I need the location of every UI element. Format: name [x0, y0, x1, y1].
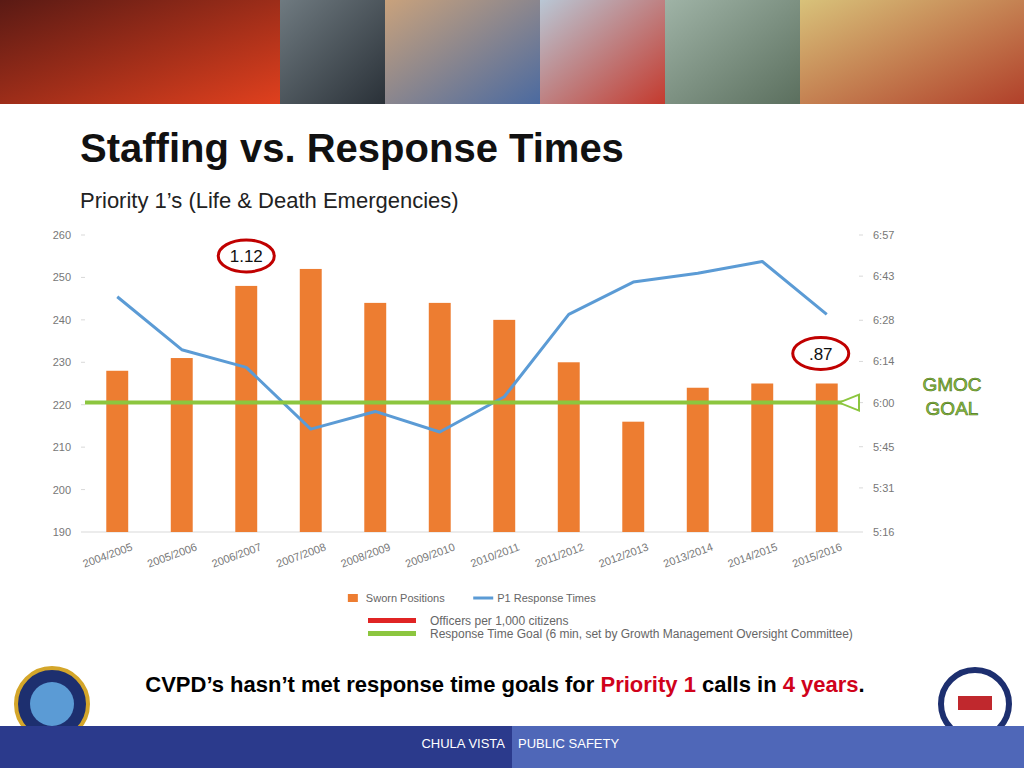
x-tick-label: 2007/2008: [274, 541, 327, 570]
subtitle: Priority 1’s (Life & Death Emergencies): [80, 188, 459, 213]
legend-swatch: [473, 597, 493, 600]
bar: [622, 422, 644, 532]
note-text: Officers per 1,000 citizens: [430, 614, 860, 628]
canvas: Staffing vs. Response Times Priority 1’s …: [0, 0, 1024, 768]
note-swatch: [368, 618, 416, 623]
y2-tick: [859, 532, 863, 533]
plot: [85, 261, 845, 532]
y-tick-label: 230: [53, 356, 71, 368]
y2-tick-label: 6:57: [873, 229, 894, 241]
footer-right: [512, 726, 1024, 768]
y-tick: [81, 532, 85, 533]
y-tick-label: 190: [53, 526, 71, 538]
message-part: .: [859, 672, 865, 697]
goal-label: GMOC GOAL: [922, 374, 981, 419]
bar: [171, 358, 193, 532]
y2-tick-label: 5:31: [873, 482, 894, 494]
y-tick: [81, 319, 85, 320]
bar: [300, 269, 322, 532]
goal-label-line: GMOC: [922, 374, 981, 395]
y2-tick: [859, 446, 863, 447]
legend: Sworn Positions P1 Response Times: [348, 592, 596, 604]
message: CVPD’s hasn’t met response time goals fo…: [95, 672, 915, 697]
annotation: .87: [809, 345, 833, 364]
y2-tick: [859, 276, 863, 277]
bar: [816, 384, 838, 533]
y-tick-label: 250: [53, 271, 71, 283]
y-tick-label: 240: [53, 314, 71, 326]
x-tick-label: 2009/2010: [403, 541, 456, 570]
y2-tick: [859, 320, 863, 321]
bar: [493, 320, 515, 532]
legend-label: Sworn Positions: [366, 592, 445, 604]
slide: Staffing vs. Response Times Priority 1’s …: [0, 0, 1024, 768]
y-tick: [81, 447, 85, 448]
y-tick: [81, 404, 85, 405]
bar: [106, 371, 128, 532]
baseline: [85, 532, 859, 533]
y-tick-label: 210: [53, 441, 71, 453]
y-tick-label: 200: [53, 484, 71, 496]
y2-tick-label: 6:43: [873, 270, 894, 282]
y-tick-label: 260: [53, 229, 71, 241]
x-tick-label: 2013/2014: [661, 541, 714, 570]
x-tick-label: 2012/2013: [597, 541, 650, 570]
message-part: 4 years: [783, 672, 859, 697]
header-photo: [665, 0, 800, 104]
message-part: calls in: [696, 672, 783, 697]
legend-label: P1 Response Times: [497, 592, 596, 604]
message-part: Priority 1: [601, 672, 696, 697]
x-tick-label: 2008/2009: [339, 541, 392, 570]
note-swatch: [368, 631, 416, 636]
goal-arrow: [839, 395, 859, 411]
header-photo: [540, 0, 665, 104]
annotation: 1.12: [230, 247, 263, 266]
footer-left: [0, 726, 512, 768]
header-photo: [280, 0, 385, 104]
y-tick-label: 220: [53, 399, 71, 411]
y-tick: [81, 489, 85, 490]
x-tick-label: 2010/2011: [469, 541, 521, 570]
annotation-circle: [793, 338, 849, 370]
title: Staffing vs. Response Times: [80, 126, 624, 170]
bar: [558, 362, 580, 532]
y-tick: [81, 277, 85, 278]
fire-badge-truck: [958, 696, 992, 710]
goal-label-line: GOAL: [926, 398, 979, 419]
y2-tick: [859, 487, 863, 488]
bar: [364, 303, 386, 532]
footer-text: PUBLIC SAFETY: [518, 736, 619, 751]
bar: [429, 303, 451, 532]
y2-tick: [859, 361, 863, 362]
y2-tick-label: 6:00: [873, 397, 894, 409]
bar: [751, 384, 773, 533]
y2-tick: [859, 235, 863, 236]
message-part: CVPD’s hasn’t met response time goals fo…: [145, 672, 600, 697]
bar: [687, 388, 709, 532]
x-tick-label: 2004/2005: [81, 541, 134, 570]
y2-tick-label: 5:16: [873, 526, 894, 538]
y2-tick-label: 6:28: [873, 314, 894, 326]
footer-text: CHULA VISTA: [421, 736, 505, 751]
y-tick: [81, 235, 85, 236]
note-text: Response Time Goal (6 min, set by Growth…: [430, 627, 860, 641]
x-tick-label: 2005/2006: [145, 541, 198, 570]
legend-swatch: [348, 594, 358, 602]
y-tick: [81, 362, 85, 363]
x-tick-label: 2015/2016: [790, 541, 843, 570]
x-tick-label: 2014/2015: [726, 541, 779, 570]
line: [117, 261, 827, 432]
annotation-circle: [218, 240, 274, 272]
police-badge-center: [30, 682, 74, 726]
header-photo: [0, 0, 280, 104]
header-photo: [800, 0, 1024, 104]
x-tick-label: 2006/2007: [210, 541, 263, 570]
y2-tick-label: 5:45: [873, 441, 894, 453]
y2-tick-label: 6:14: [873, 355, 894, 367]
x-tick-label: 2011/2012: [533, 541, 585, 570]
header-photo: [385, 0, 540, 104]
goal-line: [85, 401, 845, 405]
bar: [235, 286, 257, 532]
